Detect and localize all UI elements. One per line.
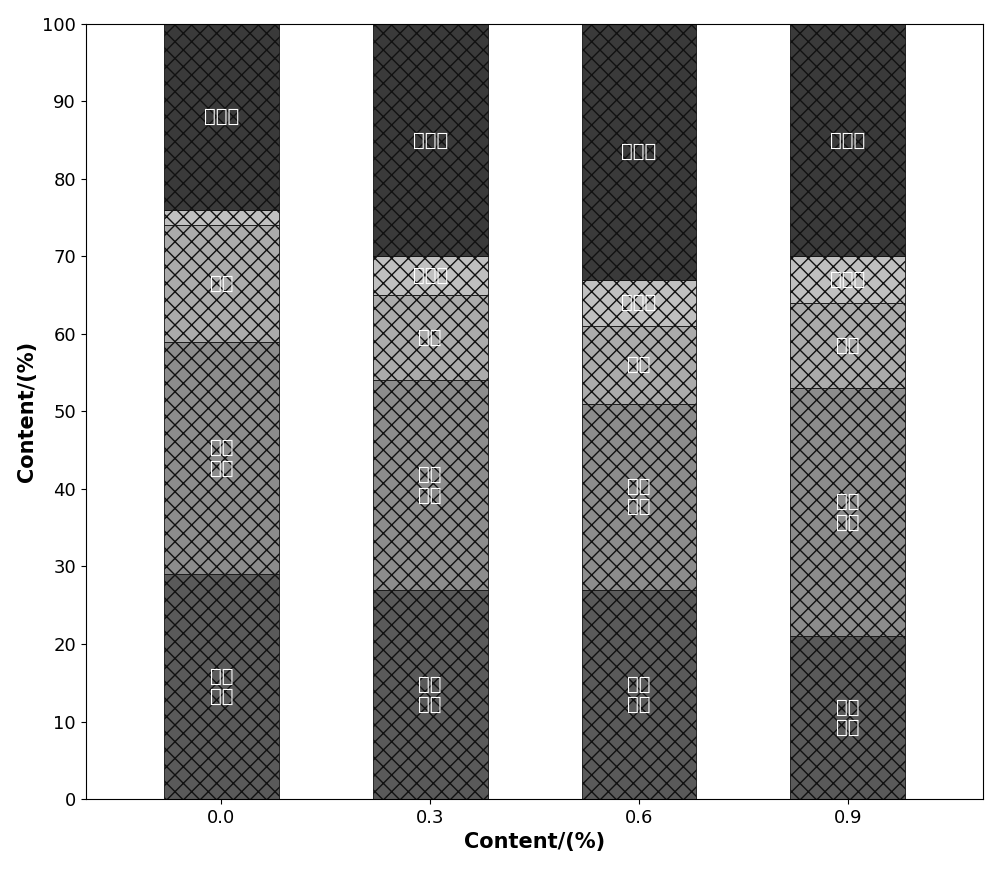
Bar <box>373 23 488 256</box>
Bar <box>582 23 696 280</box>
Bar <box>582 590 696 799</box>
Bar <box>164 23 279 209</box>
Bar <box>790 23 905 256</box>
Bar <box>582 326 696 403</box>
Text: 方解石: 方解石 <box>204 107 239 126</box>
Bar <box>373 381 488 590</box>
Text: 文石: 文石 <box>210 274 233 293</box>
Text: 文石: 文石 <box>627 355 651 375</box>
Text: 文石: 文石 <box>418 328 442 348</box>
Bar <box>790 302 905 388</box>
Bar <box>790 388 905 636</box>
Text: 文石: 文石 <box>836 336 859 355</box>
Text: 球霾石: 球霾石 <box>830 270 865 289</box>
Bar <box>164 574 279 799</box>
Bar <box>373 295 488 381</box>
Bar <box>373 590 488 799</box>
Bar <box>582 403 696 590</box>
Text: 无定
形相: 无定 形相 <box>418 465 442 505</box>
Text: 球霾石: 球霾石 <box>621 294 657 312</box>
Bar <box>373 256 488 295</box>
Bar <box>582 280 696 326</box>
Text: 方解石: 方解石 <box>621 143 657 161</box>
Text: 方解石: 方解石 <box>830 130 865 149</box>
Y-axis label: Content/(%): Content/(%) <box>17 341 37 482</box>
Text: 硅酸
二钓: 硅酸 二钓 <box>627 674 651 714</box>
Text: 无定
形相: 无定 形相 <box>210 438 233 478</box>
Bar <box>164 225 279 342</box>
Bar <box>790 636 905 799</box>
Text: 无定
形相: 无定 形相 <box>627 477 651 516</box>
Bar <box>164 209 279 225</box>
Text: 方解石: 方解石 <box>413 130 448 149</box>
Text: 硅酸
二钓: 硅酸 二钓 <box>418 674 442 714</box>
Text: 硅酸
二钓: 硅酸 二钓 <box>836 698 859 738</box>
Text: 硅酸
二钓: 硅酸 二钓 <box>210 667 233 706</box>
Bar <box>790 256 905 302</box>
X-axis label: Content/(%): Content/(%) <box>464 833 605 852</box>
Bar <box>164 342 279 574</box>
Text: 球霾石: 球霾石 <box>413 266 448 285</box>
Text: 无定
形相: 无定 形相 <box>836 493 859 532</box>
